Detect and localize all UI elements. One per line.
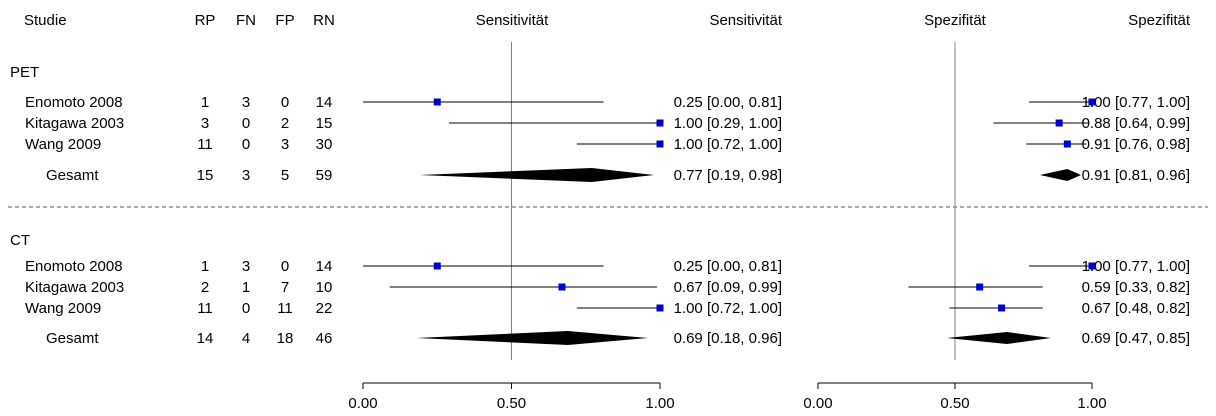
fp-value: 18	[277, 330, 294, 347]
rp-value: 3	[201, 115, 209, 132]
fn-value: 1	[242, 279, 250, 296]
fp-value: 3	[281, 136, 289, 153]
specificity-ci-text: 0.67 [0.48, 0.82]	[1082, 300, 1190, 317]
sensitivity-ci-text: 1.00 [0.29, 1.00]	[674, 115, 782, 132]
rp-value: 15	[197, 167, 214, 184]
rn-value: 30	[316, 136, 333, 153]
rn-value: 14	[316, 258, 333, 275]
rp-value: 1	[201, 258, 209, 275]
specificity-tick-label: 0.50	[940, 395, 969, 412]
fn-value: 4	[242, 330, 250, 347]
rp-value: 11	[197, 300, 213, 317]
sensitivity-point	[558, 283, 566, 291]
specificity-tick-label: 1.00	[1077, 395, 1106, 412]
sensitivity-summary-diamond	[416, 331, 649, 345]
specificity-point	[1055, 119, 1063, 127]
total-label: Gesamt	[46, 167, 99, 184]
study-name: Enomoto 2008	[25, 258, 123, 275]
rp-value: 2	[201, 279, 209, 296]
rn-value: 10	[316, 279, 333, 296]
rn-value: 15	[316, 115, 333, 132]
rp-value: 11	[197, 136, 213, 153]
rn-value: 59	[316, 167, 333, 184]
rn-value: 14	[316, 94, 333, 111]
sensitivity-point	[433, 98, 441, 106]
sensitivity-tick-label: 1.00	[645, 395, 674, 412]
specificity-ci-text: 0.91 [0.81, 0.96]	[1082, 167, 1190, 184]
fp-value: 0	[281, 94, 289, 111]
study-name: Enomoto 2008	[25, 94, 123, 111]
sensitivity-summary-diamond	[419, 168, 655, 182]
sensitivity-point	[656, 304, 664, 312]
sensitivity-tick-label: 0.50	[497, 395, 526, 412]
fp-value: 11	[277, 300, 293, 317]
group-label: CT	[10, 232, 30, 249]
specificity-tick-label: 0.00	[803, 395, 832, 412]
study-name: Wang 2009	[25, 136, 101, 153]
specificity-ci-text: 1.00 [0.77, 1.00]	[1082, 94, 1190, 111]
header-specificity-plot: Spezifität	[924, 12, 987, 29]
fn-value: 0	[242, 300, 250, 317]
specificity-ci-text: 0.59 [0.33, 0.82]	[1082, 279, 1190, 296]
fp-value: 0	[281, 258, 289, 275]
sensitivity-ci-text: 0.77 [0.19, 0.98]	[674, 167, 782, 184]
rp-value: 1	[201, 94, 209, 111]
specificity-point	[998, 304, 1006, 312]
sensitivity-tick-label: 0.00	[348, 395, 377, 412]
header-study: Studie	[24, 12, 67, 29]
header-fp: FP	[275, 12, 294, 29]
header-fn: FN	[236, 12, 256, 29]
specificity-ci-text: 0.69 [0.47, 0.85]	[1082, 330, 1190, 347]
group-label: PET	[10, 64, 39, 81]
forest-rows: 0.00 0.50 1.00 0.00 0.50 1.00 PET Enomoto 2008 1…	[10, 42, 1190, 412]
specificity-point	[1088, 98, 1096, 106]
specificity-point	[976, 283, 984, 291]
total-label: Gesamt	[46, 330, 99, 347]
specificity-summary-diamond	[946, 332, 1051, 344]
fp-value: 5	[281, 167, 289, 184]
sensitivity-ci-text: 1.00 [0.72, 1.00]	[674, 136, 782, 153]
fn-value: 0	[242, 136, 250, 153]
study-name: Kitagawa 2003	[25, 279, 124, 296]
sensitivity-ci-text: 0.69 [0.18, 0.96]	[674, 330, 782, 347]
rp-value: 14	[197, 330, 214, 347]
sensitivity-ci-text: 1.00 [0.72, 1.00]	[674, 300, 782, 317]
specificity-point	[1088, 262, 1096, 270]
fn-value: 3	[242, 94, 250, 111]
specificity-ci-text: 0.91 [0.76, 0.98]	[1082, 136, 1190, 153]
sensitivity-point	[656, 119, 664, 127]
fp-value: 7	[281, 279, 289, 296]
header-sensitivity-ci: Sensitivität	[709, 12, 782, 29]
rn-value: 46	[316, 330, 333, 347]
study-name: Wang 2009	[25, 300, 101, 317]
specificity-point	[1063, 140, 1071, 148]
rn-value: 22	[316, 300, 333, 317]
specificity-ci-text: 0.88 [0.64, 0.99]	[1082, 115, 1190, 132]
header-rn: RN	[313, 12, 335, 29]
sensitivity-ci-text: 0.25 [0.00, 0.81]	[674, 94, 782, 111]
header-sensitivity-plot: Sensitivität	[476, 12, 549, 29]
study-name: Kitagawa 2003	[25, 115, 124, 132]
sensitivity-ci-text: 0.25 [0.00, 0.81]	[674, 258, 782, 275]
header-rp: RP	[195, 12, 216, 29]
fn-value: 0	[242, 115, 250, 132]
fp-value: 2	[281, 115, 289, 132]
sensitivity-ci-text: 0.67 [0.09, 0.99]	[674, 279, 782, 296]
sensitivity-point	[656, 140, 664, 148]
specificity-summary-diamond	[1039, 169, 1082, 181]
sensitivity-point	[433, 262, 441, 270]
header-specificity-ci: Spezifität	[1128, 12, 1191, 29]
specificity-ci-text: 1.00 [0.77, 1.00]	[1082, 258, 1190, 275]
fn-value: 3	[242, 167, 250, 184]
fn-value: 3	[242, 258, 250, 275]
